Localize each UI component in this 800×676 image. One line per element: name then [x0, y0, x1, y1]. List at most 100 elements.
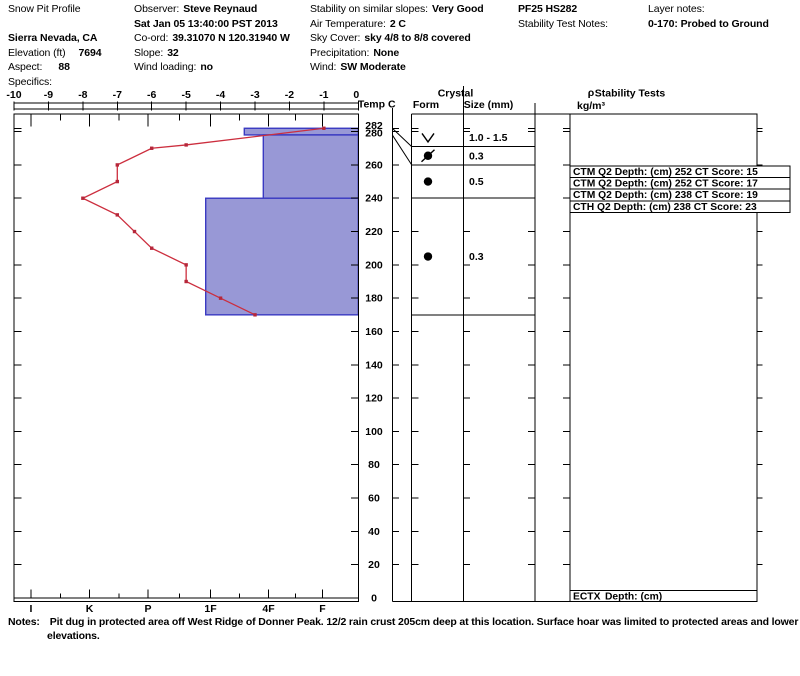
datetime: Sat Jan 05 13:40:00 PST 2013 — [134, 17, 278, 30]
temp-point-marker — [115, 163, 119, 167]
temp-point-marker — [322, 126, 326, 130]
stability-slopes-label: Stability on similar slopes: — [310, 3, 428, 15]
crystal-column-header: Crystal — [438, 88, 474, 100]
elevation-label: Elevation (ft) — [8, 46, 66, 59]
temp-point-marker — [184, 263, 188, 267]
stability-tests-header: Stability Tests — [595, 88, 666, 100]
depth-tick-label: 180 — [365, 293, 383, 305]
layer-notes-value: 0-170: Probed to Ground — [648, 17, 769, 30]
depth-tick-label: 220 — [365, 226, 383, 238]
notes-line1: Pit dug in protected area off West Ridge… — [49, 616, 799, 628]
depth-tick-label: 280 — [365, 128, 383, 140]
bottom-axis-strip — [13, 597, 359, 602]
layer-connector-line — [391, 134, 413, 166]
coord-value: 39.31070 N 120.31940 W — [172, 32, 290, 45]
form-symbol-crust-slash-icon — [421, 149, 435, 163]
temp-axis-tick-label: 0 — [353, 89, 359, 101]
crystal-size-value: 0.5 — [469, 176, 484, 188]
observer-label: Observer: — [134, 3, 180, 15]
form-symbol-surface-hoar-icon — [421, 133, 435, 144]
hardness-axis-label: F — [319, 603, 326, 615]
hardness-axis-label: K — [86, 603, 94, 615]
depth-tick-label: 100 — [365, 426, 383, 438]
temp-axis-tick-label: -4 — [216, 89, 225, 101]
depth-tick-label: 140 — [365, 359, 383, 371]
depth-tick-label: 200 — [365, 259, 383, 271]
page-title: Snow Pit Profile — [8, 3, 81, 15]
wind-label: Wind: — [310, 61, 337, 74]
header-col-weather: Stability on similar slopes: Very Good Ai… — [310, 2, 484, 75]
temp-axis-tick-label: -2 — [285, 89, 294, 101]
form-symbol-grain-icon — [423, 177, 433, 186]
notes-line2: elevations. — [47, 630, 100, 642]
density-unit-header: kg/m³ — [577, 100, 606, 112]
sky-cover-value: sky 4/8 to 8/8 covered — [364, 32, 471, 45]
pit-code: PF25 HS282 — [518, 3, 578, 15]
aspect-value: 88 — [58, 61, 70, 74]
ectx-box — [569, 590, 758, 603]
specifics-label: Specifics: — [8, 75, 52, 88]
temp-point-marker — [115, 179, 119, 184]
form-column-header: Form — [413, 99, 439, 111]
depth-tick-label: 20 — [368, 559, 380, 571]
temp-column-header: Temp C — [358, 99, 396, 111]
aspect-label: Aspect: — [8, 61, 43, 74]
temp-axis-tick-label: -5 — [181, 89, 190, 101]
notes-block: Notes: Pit dug in protected area off West… — [8, 615, 798, 643]
depth-tick-label: 282 — [365, 120, 383, 132]
crystal-size-value: 1.0 - 1.5 — [469, 132, 508, 144]
observer-value: Steve Reynaud — [183, 3, 258, 15]
location: Sierra Nevada, CA — [8, 32, 98, 45]
depth-tick-label: 260 — [365, 159, 383, 171]
temp-point-marker — [184, 143, 188, 147]
hardness-axis-label: 4F — [262, 603, 275, 615]
temp-point-marker — [218, 296, 223, 300]
layer-connector-line — [391, 127, 413, 147]
temp-point-marker — [150, 146, 154, 150]
temp-point-marker — [115, 213, 119, 217]
elevation-value: 7694 — [78, 46, 102, 59]
wind-loading-value: no — [200, 61, 213, 74]
ectx-test-label: ECTX — [573, 591, 601, 602]
stability-test-result: CTM Q2 Depth: (cm) 252 CT Score: 15 — [573, 167, 758, 178]
stability-slopes-value: Very Good — [432, 3, 484, 15]
depth-tick-label: 120 — [365, 393, 383, 405]
slope-value: 32 — [167, 46, 179, 59]
temp-axis-tick-label: -3 — [250, 89, 259, 101]
crystal-size-value: 0.3 — [469, 251, 484, 263]
temp-axis-tick-label: -7 — [113, 89, 122, 101]
hardness-axis-label: 1F — [204, 603, 217, 615]
slope-label: Slope: — [134, 46, 164, 59]
header-col-observer: Observer: Steve Reynaud Sat Jan 05 13:40:… — [134, 2, 290, 75]
temp-axis-tick-label: -9 — [44, 89, 53, 101]
temp-axis-tick-label: -8 — [78, 89, 87, 101]
air-temp-value: 2 C — [389, 17, 406, 30]
air-temp-label: Air Temperature: — [310, 17, 386, 30]
depth-tick-label: 60 — [368, 493, 380, 505]
stability-test-result: CTH Q2 Depth: (cm) 238 CT Score: 23 — [573, 202, 757, 213]
temp-point-marker — [253, 313, 257, 317]
ectx-depth-label: Depth: (cm) — [605, 591, 662, 602]
notes-label: Notes: — [8, 616, 40, 628]
hardness-axis-label: I — [30, 603, 33, 615]
stability-test-result: CTM Q2 Depth: (cm) 252 CT Score: 17 — [573, 179, 758, 190]
stability-test-notes-label: Stability Test Notes: — [518, 17, 608, 30]
temp-axis-tick-label: -10 — [6, 89, 21, 101]
precip-label: Precipitation: — [310, 46, 370, 59]
form-symbol-grain-icon — [423, 252, 433, 261]
depth-tick-label: 80 — [368, 459, 380, 471]
header-col-layer-notes: Layer notes: 0-170: Probed to Ground — [648, 2, 769, 31]
sky-cover-label: Sky Cover: — [310, 32, 361, 45]
temp-axis-tick-label: -1 — [319, 89, 328, 101]
depth-tick-label: 160 — [365, 326, 383, 338]
stability-test-result: CTM Q2 Depth: (cm) 238 CT Score: 19 — [573, 190, 758, 201]
precip-value: None — [373, 46, 400, 59]
hardness-axis-label: P — [144, 603, 151, 615]
depth-tick-label: 240 — [365, 193, 383, 205]
temp-point-marker — [81, 196, 85, 200]
temp-point-marker — [184, 279, 188, 284]
density-column-header: ρ — [588, 87, 595, 99]
header-col-site: Snow Pit Profile Sierra Nevada, CA Eleva… — [8, 2, 102, 90]
